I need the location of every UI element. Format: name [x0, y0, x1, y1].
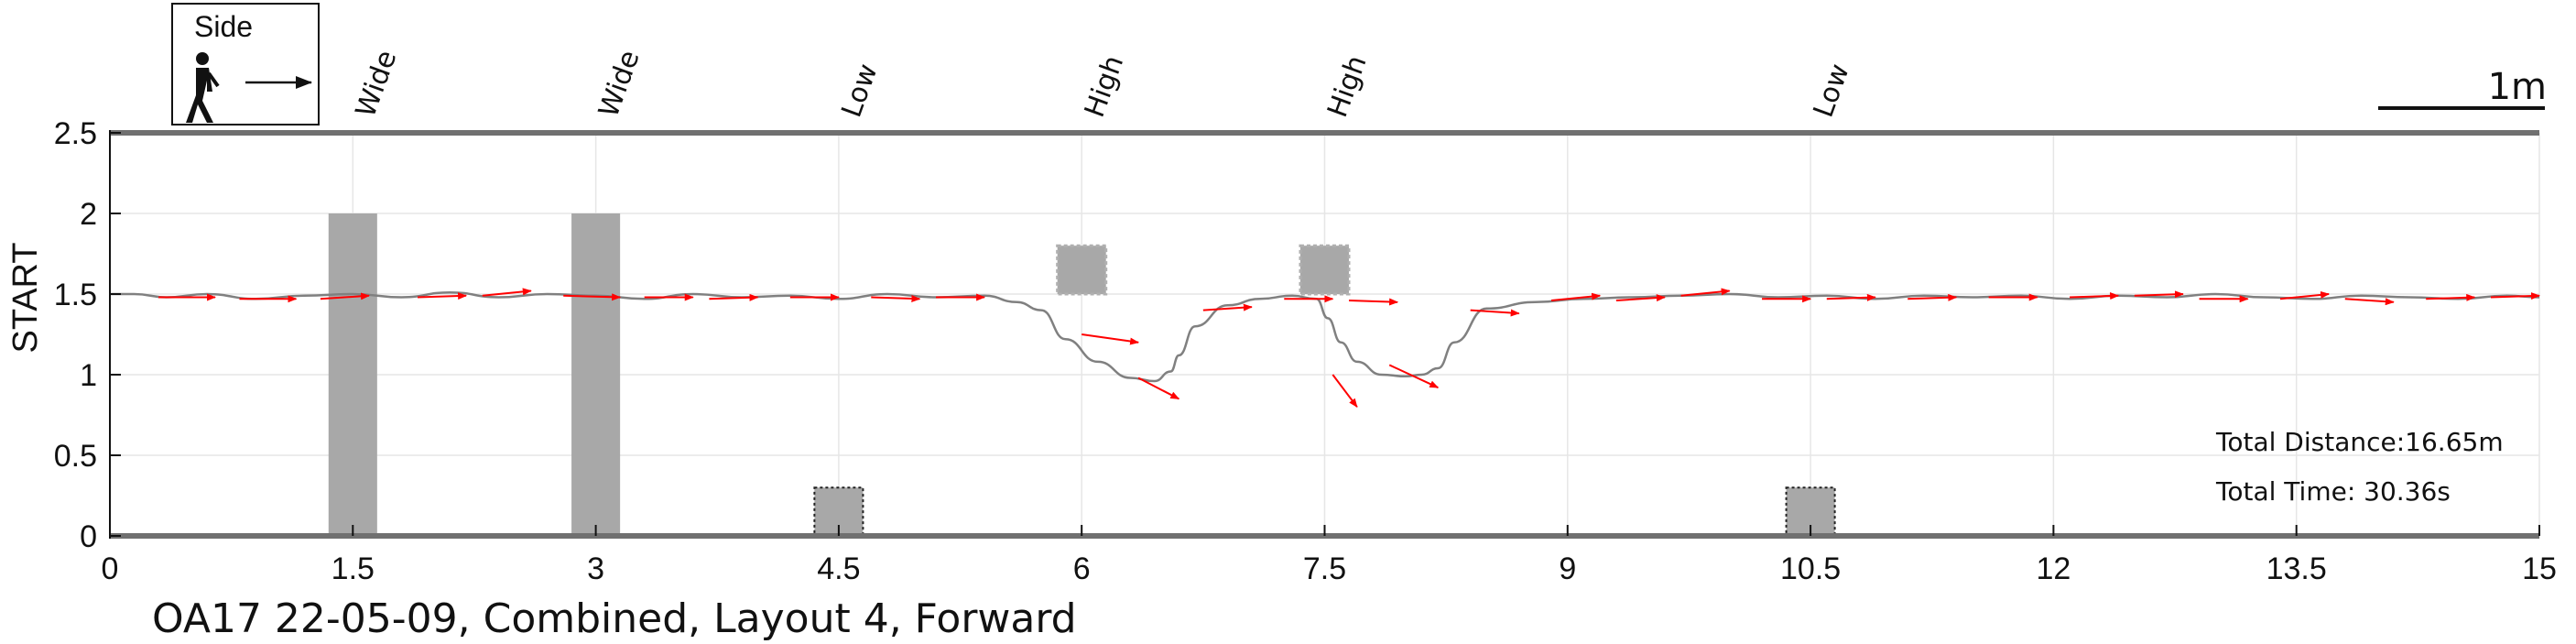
direction-arrow: [2070, 292, 2120, 300]
direction-arrow: [1615, 294, 1666, 302]
direction-arrow: [1081, 333, 1140, 345]
obstacle-wide: [328, 213, 377, 536]
direction-arrow: [320, 292, 370, 300]
direction-arrow: [1202, 303, 1253, 311]
x-tick-label: 10.5: [1780, 551, 1841, 586]
obstacle-label: High: [1079, 51, 1130, 122]
x-tick-label: 15: [2522, 551, 2557, 586]
trajectory: [110, 290, 2540, 383]
total-time-label: Total Time: 30.36s: [2215, 476, 2451, 507]
direction-arrow: [1388, 364, 1440, 388]
direction-arrow: [418, 292, 468, 300]
y-tick-label: 2: [80, 197, 97, 232]
obstacle-label: Wide: [592, 46, 646, 121]
direction-arrow: [1680, 288, 1731, 297]
y-tick-labels: 0 0.5 1 1.5 2 2.5: [54, 116, 97, 554]
pedestrian-icon: [186, 52, 220, 123]
direction-arrow: [1331, 374, 1358, 408]
obstacles: [328, 213, 1836, 538]
direction-arrow: [871, 294, 921, 302]
direction-arrow: [563, 293, 622, 301]
obstacle-high: [1299, 244, 1351, 296]
obstacle-label: Low: [836, 60, 885, 121]
obstacle-labels: Wide Wide Low High High Low: [350, 46, 1856, 121]
total-distance-label: Total Distance:16.65m: [2215, 427, 2504, 457]
direction-arrow: [1908, 293, 1958, 301]
x-tick-label: 3: [587, 551, 604, 586]
x-tick-label: 7.5: [1303, 551, 1346, 586]
axes: [109, 130, 2540, 539]
scale-bar-label: 1m: [2488, 66, 2547, 108]
y-tick-label: 1.5: [54, 278, 97, 312]
x-tick-label: 6: [1073, 551, 1091, 586]
direction-arrow: [2426, 293, 2476, 301]
y-tick-label: 0.5: [54, 439, 97, 474]
x-tick-label: 1.5: [332, 551, 375, 586]
direction-arrows: [158, 288, 2540, 408]
direction-arrow: [1551, 292, 1602, 302]
direction-arrow: [1470, 309, 1520, 317]
direction-arrow: [2344, 298, 2395, 306]
obstacle-wide: [571, 213, 621, 536]
y-tick-label: 1: [80, 358, 97, 393]
direction-arrow: [2134, 290, 2184, 299]
grid-lines: [109, 132, 2540, 537]
chart-title: OA17 22-05-09, Combined, Layout 4, Forwa…: [152, 595, 1077, 642]
direction-arrow: [1137, 377, 1180, 400]
direction-arrow: [2490, 292, 2540, 300]
obstacle-high: [1056, 244, 1108, 296]
y-tick-label: 2.5: [54, 116, 97, 151]
x-tick-label: 12: [2036, 551, 2071, 586]
scale-bar: 1m: [2378, 66, 2547, 110]
x-tick-label: 0: [102, 551, 119, 586]
legend: Side: [171, 3, 320, 126]
legend-label: Side: [194, 10, 253, 43]
direction-arrow: [1348, 298, 1399, 306]
direction-arrow: [482, 288, 532, 297]
obstacle-label: Wide: [350, 46, 403, 121]
x-tick-label: 4.5: [817, 551, 860, 586]
obstacle-label: High: [1321, 51, 1373, 122]
trajectory-line: [110, 290, 2540, 383]
direction-arrow: [2279, 290, 2331, 300]
y-axis-label: START: [6, 242, 45, 353]
x-tick-label: 13.5: [2266, 551, 2327, 586]
direction-arrow: [709, 293, 759, 301]
direction-arrow: [1826, 293, 1876, 301]
x-tick-labels: 0 1.5 3 4.5 6 7.5 9 10.5 12 13.5 15: [102, 551, 2557, 586]
obstacle-label: Low: [1808, 60, 1856, 121]
x-tick-label: 9: [1559, 551, 1576, 586]
y-tick-label: 0: [80, 519, 97, 554]
